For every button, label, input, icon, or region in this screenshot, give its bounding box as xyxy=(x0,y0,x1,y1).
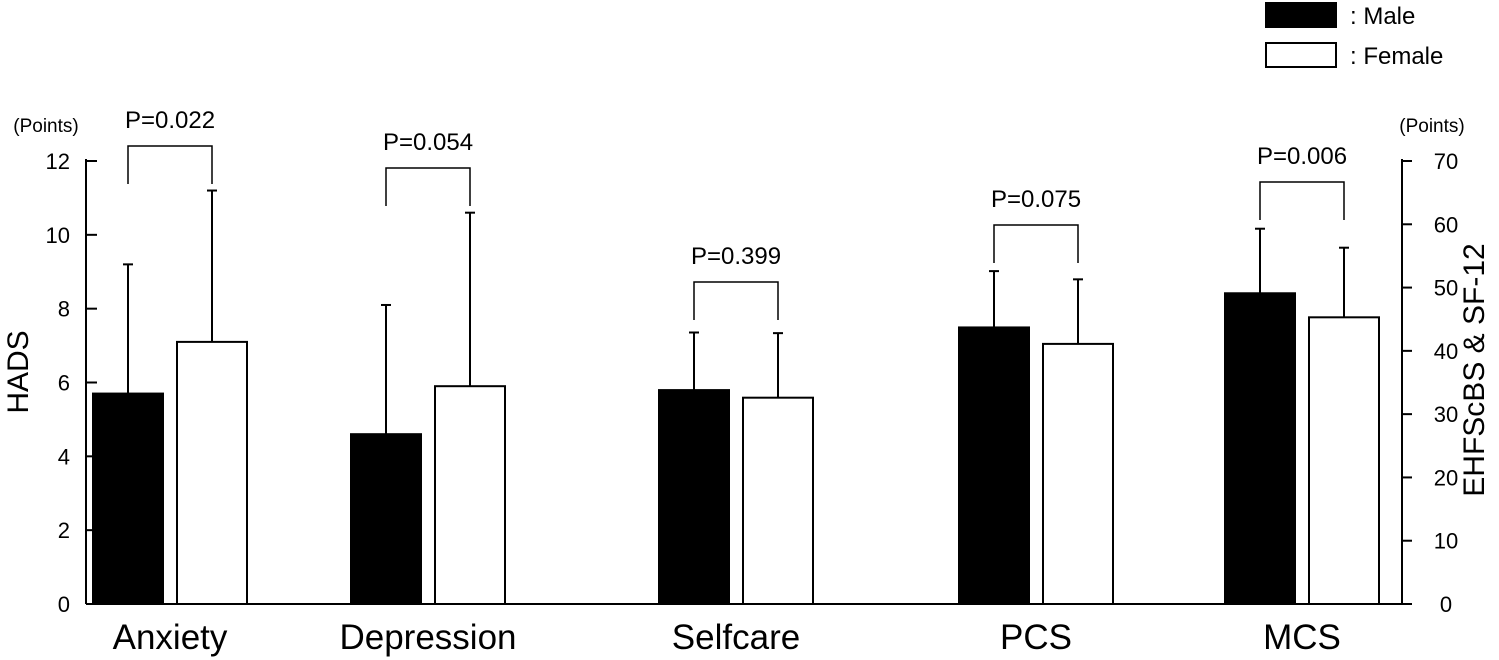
left-tick-label: 2 xyxy=(58,518,70,543)
category-label: Selfcare xyxy=(672,618,800,657)
axes: 0 2 4 6 8 10 12 0 10 20 30 40 50 60 70 (Points) (Points)… xyxy=(2,116,1491,617)
left-tick-label: 12 xyxy=(46,149,70,174)
left-axis-unit: (Points) xyxy=(13,116,78,137)
bar-male-selfcare xyxy=(658,389,730,606)
p-value-label: P=0.006 xyxy=(1257,143,1347,170)
left-tick-label: 10 xyxy=(46,223,70,248)
right-tick-label: 40 xyxy=(1434,339,1458,364)
bar-female-pcs xyxy=(1042,342,1114,605)
bar-female-selfcare xyxy=(742,396,814,605)
right-tick-label: 70 xyxy=(1434,149,1458,174)
left-axis-title: HADS xyxy=(2,330,35,413)
bar-female-mcs xyxy=(1308,316,1380,605)
right-tick-label: 30 xyxy=(1434,402,1458,427)
bar-female-anxiety xyxy=(176,340,248,605)
p-value-label: P=0.399 xyxy=(691,243,781,270)
legend-swatch xyxy=(1265,42,1337,68)
category-label: Depression xyxy=(339,618,516,657)
p-value-label: P=0.054 xyxy=(383,129,473,156)
bars xyxy=(92,292,1380,606)
right-axis-title: EHFScBS & SF-12 xyxy=(1458,243,1491,496)
category-label: PCS xyxy=(1000,618,1072,657)
right-tick-label: 60 xyxy=(1434,212,1458,237)
significance-bracket xyxy=(127,145,213,184)
right-tick-label: 20 xyxy=(1434,465,1458,490)
bar-male-depression xyxy=(350,433,422,605)
category-label: MCS xyxy=(1263,618,1341,657)
left-tick-label: 0 xyxy=(58,592,70,617)
legend-swatch xyxy=(1265,2,1337,28)
right-tick-label: 0 xyxy=(1440,592,1452,617)
category-label: Anxiety xyxy=(113,618,228,657)
p-value-label: P=0.075 xyxy=(991,186,1081,213)
left-tick-label: 8 xyxy=(58,297,70,322)
left-tick-label: 6 xyxy=(58,371,70,396)
significance-bracket xyxy=(693,281,779,320)
significance-bracket xyxy=(993,224,1079,263)
significance-bracket xyxy=(385,167,471,206)
p-value-label: P=0.022 xyxy=(125,107,215,134)
error-bars xyxy=(123,189,1349,435)
bar-female-depression xyxy=(434,385,506,606)
bar-male-mcs xyxy=(1224,292,1296,605)
legend-label: : Female xyxy=(1350,43,1443,70)
left-tick-label: 4 xyxy=(58,444,70,469)
right-axis-unit: (Points) xyxy=(1399,116,1464,137)
significance-bracket xyxy=(1259,181,1345,220)
legend-label: : Male xyxy=(1350,3,1415,30)
right-tick-label: 10 xyxy=(1434,529,1458,554)
bar-male-pcs xyxy=(958,326,1030,605)
right-tick-label: 50 xyxy=(1434,276,1458,301)
category-labels: Anxiety Depression Selfcare PCS MCS xyxy=(113,618,1341,657)
legend: : Male : Female xyxy=(1265,2,1443,70)
bar-male-anxiety xyxy=(92,392,164,606)
significance-brackets: P=0.022 P=0.054 P=0.399 P=0.075 P=0.006 xyxy=(125,107,1347,320)
